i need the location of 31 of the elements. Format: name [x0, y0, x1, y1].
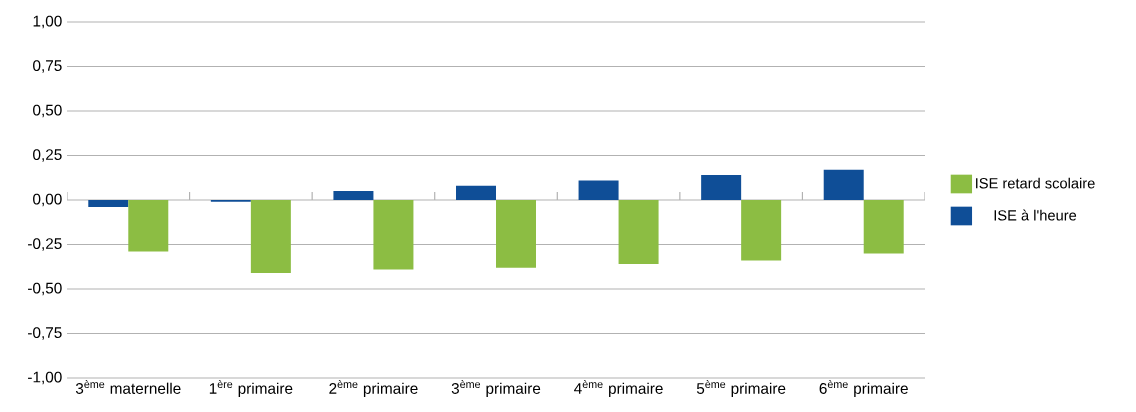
- y-tick-label: 0,50: [33, 104, 62, 118]
- bar: [823, 169, 864, 200]
- y-tick-label: -1,00: [28, 371, 62, 385]
- y-tick-label: 0,25: [33, 149, 62, 162]
- x-tick-label: 3$^{ème}$ primaire: [451, 380, 541, 397]
- legend-label: ISE retard scolaire: [976, 177, 1095, 189]
- bar: [578, 180, 619, 200]
- x-tick-label: 1$^{ère}$ primaire: [209, 380, 293, 397]
- bar: [741, 200, 782, 261]
- bar: [618, 200, 659, 265]
- y-tick-label: -0,25: [28, 238, 62, 251]
- y-tick-label: 0,00: [33, 193, 62, 207]
- x-tick-label: 5$^{ème}$ primaire: [696, 380, 786, 397]
- y-tick-label: 0,75: [33, 60, 62, 73]
- bar: [456, 185, 496, 200]
- x-tick-label: 6$^{ème}$ primaire: [819, 380, 908, 397]
- x-tick-label: 3$^{ème}$ maternelle: [75, 380, 181, 394]
- legend-label: ISE à l'heure: [994, 209, 1077, 221]
- bar: [250, 200, 291, 273]
- bar: [128, 200, 169, 252]
- y-tick-label: -0,75: [28, 327, 62, 340]
- y-tick-label: -0,50: [28, 282, 62, 296]
- bar: [88, 200, 129, 208]
- bar: [701, 175, 742, 200]
- bar: [496, 200, 536, 268]
- bar: [333, 191, 374, 200]
- bar: [863, 200, 904, 254]
- x-tick-label: 4$^{ème}$ primaire: [574, 380, 663, 397]
- y-tick-label: 1,00: [33, 15, 62, 29]
- x-tick-label: 2$^{ème}$ primaire: [329, 380, 418, 397]
- bar: [373, 200, 414, 270]
